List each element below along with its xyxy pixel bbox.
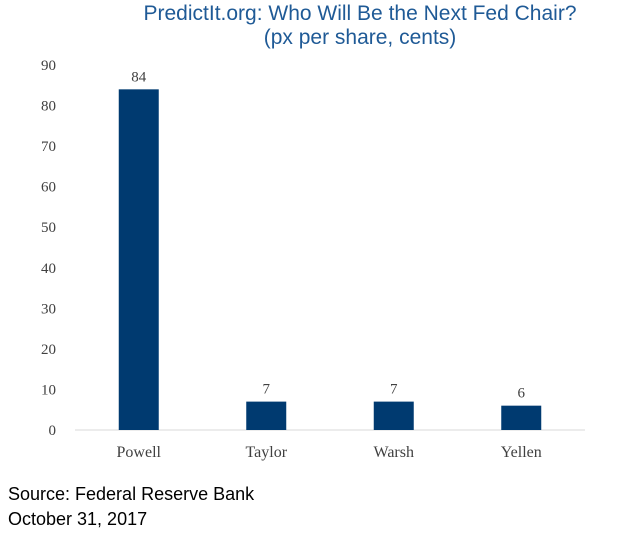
bar — [373, 401, 414, 430]
y-tick-label: 50 — [41, 220, 56, 236]
x-tick-label: Taylor — [245, 444, 287, 461]
data-label: 7 — [390, 382, 398, 398]
y-tick-label: 40 — [41, 261, 56, 277]
y-tick-label: 90 — [41, 58, 56, 74]
source-note: Source: Federal Reserve Bank — [8, 484, 255, 504]
date-note: October 31, 2017 — [8, 509, 148, 529]
bar — [118, 89, 159, 430]
bar — [501, 405, 542, 430]
y-tick-label: 20 — [41, 342, 56, 358]
bar — [246, 401, 287, 430]
data-label: 84 — [131, 69, 147, 85]
y-tick-label: 60 — [41, 180, 56, 196]
data-label: 7 — [263, 382, 271, 398]
x-tick-label: Warsh — [374, 444, 414, 461]
y-tick-label: 10 — [41, 382, 56, 398]
data-label: 6 — [518, 386, 526, 402]
chart-title: PredictIt.org: Who Will Be the Next Fed … — [143, 2, 577, 25]
y-tick-label: 70 — [41, 139, 56, 155]
x-tick-label: Yellen — [501, 444, 542, 461]
y-tick-label: 80 — [41, 99, 56, 115]
x-tick-label: Powell — [117, 444, 162, 461]
chart-subtitle: (px per share, cents) — [263, 26, 457, 49]
bar-chart: 0 10 20 30 40 50 60 70 80 90 84 Powell 7 Taylor 7 Warsh… — [41, 58, 585, 461]
y-tick-label: 0 — [49, 423, 57, 439]
y-tick-label: 30 — [41, 301, 56, 317]
